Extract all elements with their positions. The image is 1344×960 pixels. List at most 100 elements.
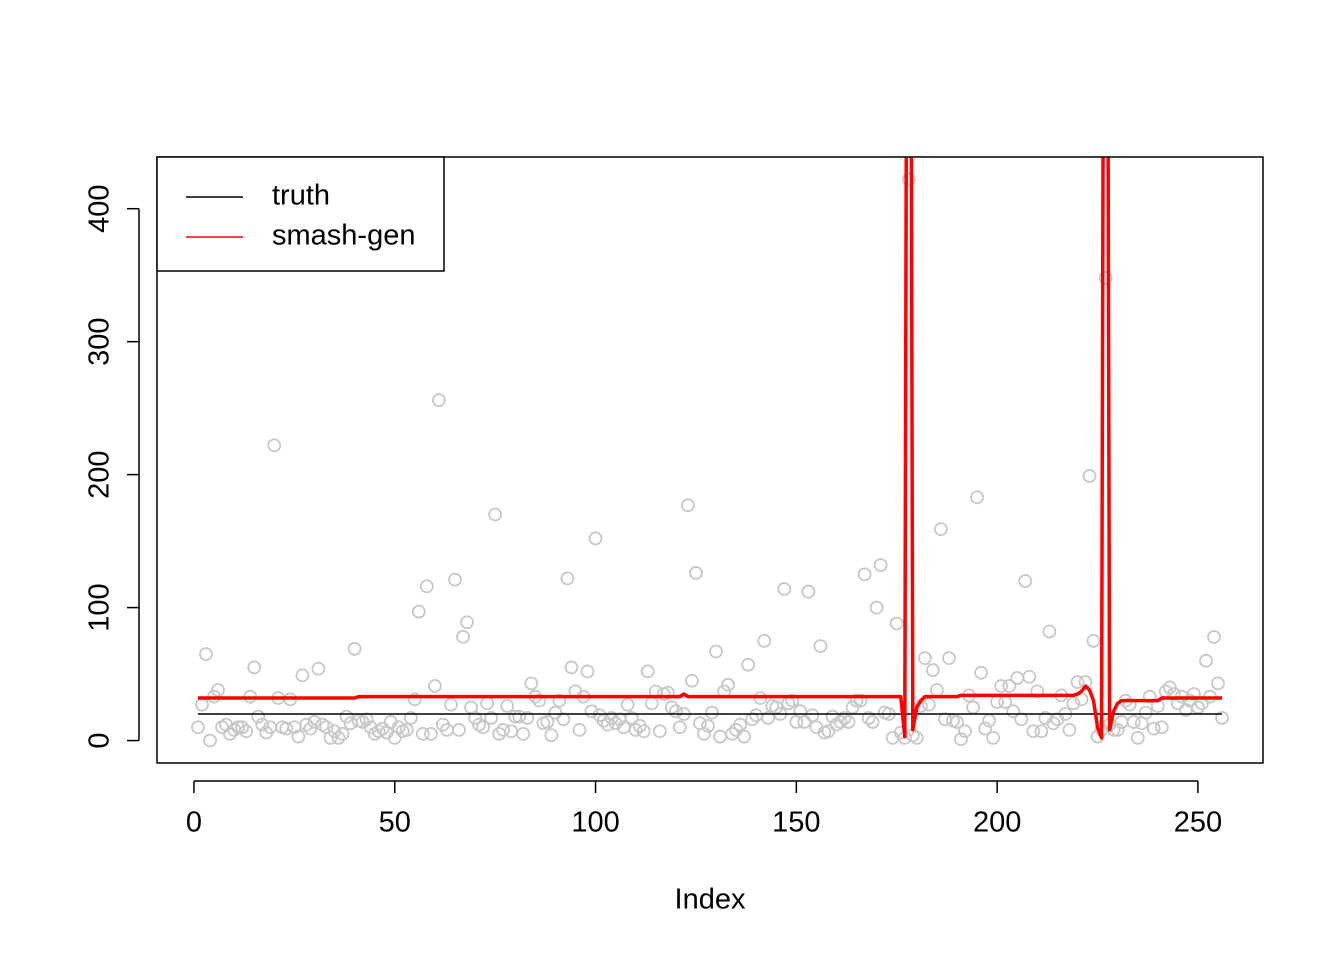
point	[925, 663, 940, 677]
point	[813, 639, 828, 654]
line-series	[197, 157, 1223, 740]
point	[1030, 684, 1045, 699]
point	[239, 724, 254, 739]
point	[580, 664, 595, 679]
point	[652, 724, 667, 739]
point	[295, 668, 310, 683]
point	[974, 665, 988, 680]
point	[267, 438, 282, 453]
point	[950, 715, 964, 729]
point	[1062, 723, 1077, 737]
point	[399, 723, 414, 737]
point	[873, 558, 888, 572]
point	[1086, 633, 1101, 648]
point	[1142, 689, 1157, 704]
x-tick-label: 200	[973, 807, 1021, 839]
point	[512, 709, 527, 724]
point	[689, 566, 703, 580]
point	[620, 697, 635, 712]
point	[685, 673, 699, 688]
point	[857, 567, 872, 582]
point	[191, 720, 205, 735]
point	[291, 729, 306, 744]
point	[415, 727, 430, 741]
point	[1122, 697, 1137, 712]
point	[1146, 721, 1161, 736]
point	[532, 693, 547, 708]
y-tick-label: 300	[84, 317, 116, 365]
point	[419, 579, 434, 594]
point	[640, 664, 655, 679]
point	[1006, 704, 1021, 719]
point	[600, 717, 615, 732]
point	[1110, 723, 1125, 737]
point	[801, 584, 816, 599]
point	[1002, 679, 1017, 693]
plot-area	[191, 157, 1229, 748]
y-tick-label: 100	[84, 583, 116, 631]
point	[1106, 723, 1121, 737]
point	[986, 730, 1001, 745]
point	[849, 693, 864, 708]
point	[584, 704, 599, 719]
point	[307, 715, 322, 729]
point	[777, 582, 792, 596]
point	[560, 571, 575, 586]
point	[1207, 629, 1221, 644]
point	[672, 720, 687, 735]
point	[721, 677, 735, 692]
point	[668, 704, 683, 719]
point	[411, 604, 426, 619]
point	[460, 615, 474, 630]
point	[1014, 712, 1029, 727]
point	[921, 697, 936, 712]
point	[223, 727, 237, 741]
x-tick-label: 50	[379, 807, 411, 839]
point	[1098, 270, 1113, 285]
point	[837, 711, 852, 725]
point	[1162, 680, 1177, 695]
point	[303, 721, 318, 736]
point	[978, 721, 992, 736]
point	[423, 727, 438, 741]
point	[548, 705, 563, 720]
point	[488, 507, 503, 522]
point	[701, 719, 715, 733]
point	[930, 683, 944, 697]
point	[761, 711, 776, 725]
y-tick-label: 0	[84, 732, 116, 748]
point	[572, 723, 587, 737]
point	[211, 683, 225, 697]
point	[195, 697, 209, 712]
point	[524, 676, 539, 691]
x-tick-label: 250	[1174, 807, 1222, 839]
point	[917, 651, 932, 666]
point	[1126, 715, 1141, 729]
point	[737, 729, 752, 744]
point	[1187, 687, 1201, 701]
point	[279, 721, 294, 736]
legend-label: smash-gen	[272, 220, 415, 252]
point	[1070, 675, 1085, 689]
point	[1215, 711, 1229, 725]
point	[805, 708, 820, 723]
point	[833, 715, 848, 729]
point	[785, 693, 800, 708]
point	[958, 724, 972, 739]
point	[331, 730, 346, 745]
point	[299, 717, 314, 732]
point	[235, 720, 250, 735]
point	[347, 641, 362, 656]
point	[255, 717, 270, 732]
x-tick-label: 100	[571, 807, 619, 839]
point	[1018, 574, 1033, 588]
point	[853, 693, 868, 708]
x-tick-label: 150	[772, 807, 820, 839]
point	[432, 393, 446, 408]
point	[251, 709, 266, 724]
point	[444, 697, 458, 712]
legend-label: truth	[272, 180, 330, 212]
point	[1026, 724, 1041, 739]
point	[1082, 469, 1097, 483]
